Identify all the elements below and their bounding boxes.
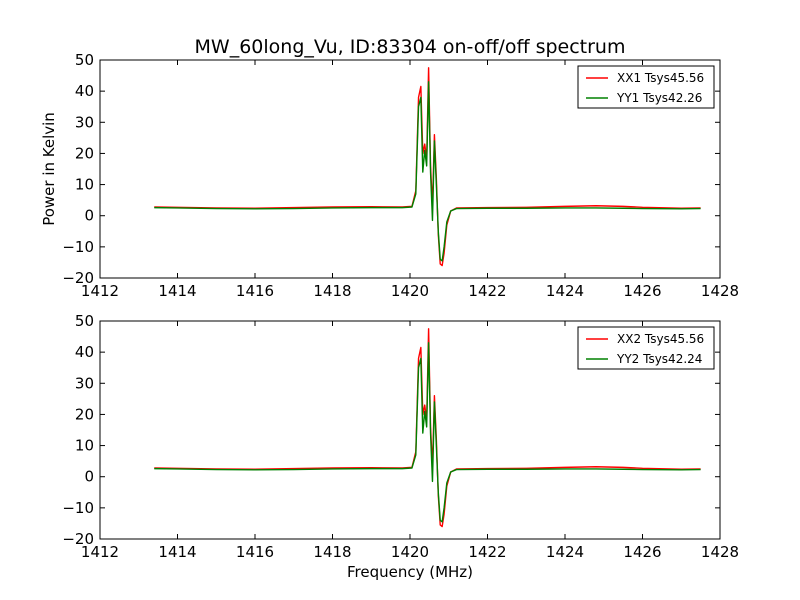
legend: XX2 Tsys45.56 YY2 Tsys42.24: [577, 326, 715, 370]
x-tick-label: 1412: [81, 543, 119, 561]
series-line-yy-2: [154, 342, 701, 523]
y-tick-label: 0: [84, 207, 94, 225]
x-tick-label: 1428: [701, 282, 739, 300]
legend-label: XX1 Tsys45.56: [617, 71, 704, 85]
legend: XX1 Tsys45.56 YY1 Tsys42.26: [577, 65, 715, 109]
y-tick-label: 10: [75, 176, 94, 194]
y-tick-label: 0: [84, 468, 94, 486]
y-tick-label: −20: [62, 269, 94, 287]
y-tick-label: −10: [62, 499, 94, 517]
x-tick-label: 1426: [623, 543, 661, 561]
x-tick-label: 1414: [158, 282, 196, 300]
y-tick-label: 50: [75, 51, 94, 69]
y-tick-label: 20: [75, 144, 94, 162]
y-tick-label: 30: [75, 113, 94, 131]
legend-box: [577, 65, 715, 109]
x-tick-label: 1414: [158, 543, 196, 561]
legend-label: YY1 Tsys42.26: [616, 91, 702, 105]
x-tick-label: 1426: [623, 282, 661, 300]
x-tick-label: 1424: [546, 543, 584, 561]
y-tick-label: 30: [75, 374, 94, 392]
y-tick-label: 20: [75, 405, 94, 423]
x-tick-label: 1420: [391, 282, 429, 300]
y-tick-label: −10: [62, 238, 94, 256]
x-tick-label: 1418: [313, 543, 351, 561]
y-tick-label: −20: [62, 530, 94, 548]
bottom-panel: 1412 1414 1416 1418 1420 1422 1424 1426 1428 −20 −…: [62, 312, 739, 561]
y-axis-label: Power in Kelvin: [40, 112, 58, 226]
legend-box: [577, 326, 715, 370]
y-tick-label: 40: [75, 82, 94, 100]
x-tick-label: 1416: [236, 282, 274, 300]
x-tick-label: 1420: [391, 543, 429, 561]
x-tick-label: 1428: [701, 543, 739, 561]
y-tick-label: 40: [75, 343, 94, 361]
x-tick-label: 1422: [468, 543, 506, 561]
legend-label: XX2 Tsys45.56: [617, 332, 704, 346]
legend-label: YY2 Tsys42.24: [616, 352, 702, 366]
x-tick-label: 1416: [236, 543, 274, 561]
top-panel: 1412 1414 1416 1418 1420 1422 1424 1426 1428 −20 −…: [62, 51, 739, 300]
y-tick-label: 50: [75, 312, 94, 330]
x-tick-label: 1412: [81, 282, 119, 300]
x-tick-label: 1422: [468, 282, 506, 300]
x-axis-label: Frequency (MHz): [347, 563, 473, 581]
y-tick-label: 10: [75, 437, 94, 455]
series-line-yy-1: [154, 81, 701, 262]
chart-title: MW_60long_Vu, ID:83304 on-off/off spectr…: [195, 36, 626, 58]
x-tick-label: 1418: [313, 282, 351, 300]
x-tick-label: 1424: [546, 282, 584, 300]
